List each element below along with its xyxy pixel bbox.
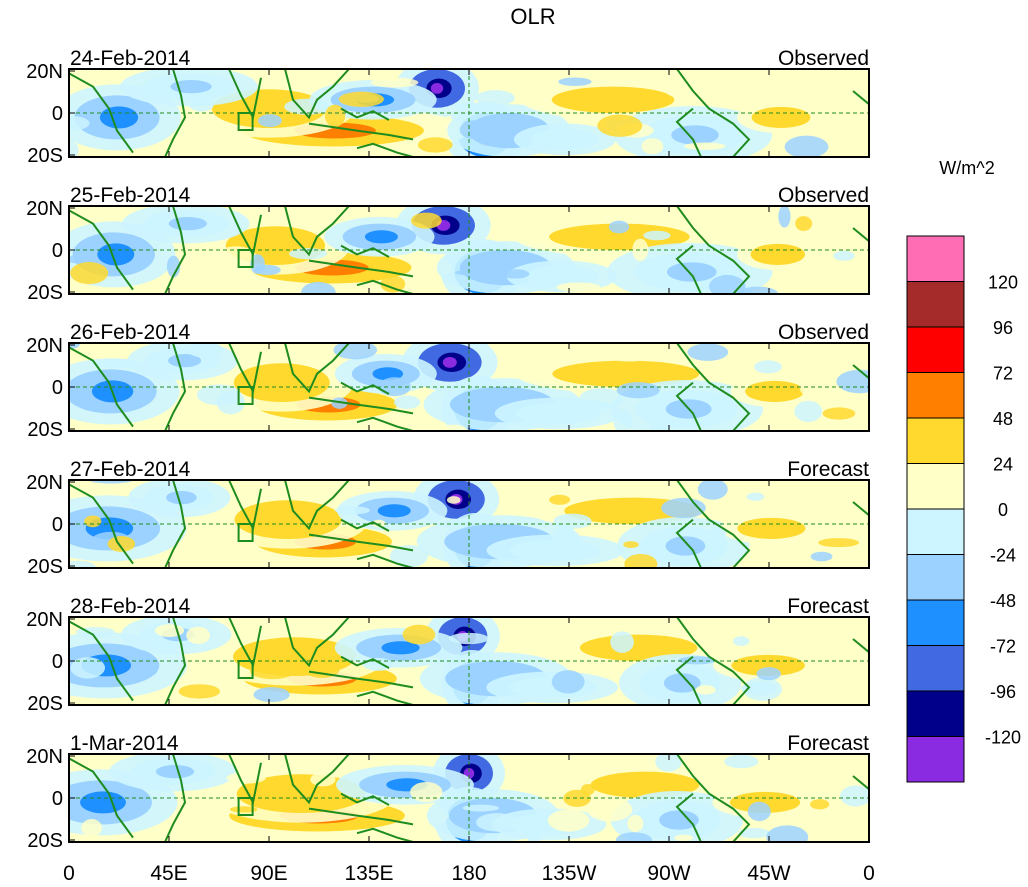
latitude-label: 20S bbox=[27, 556, 63, 578]
olr-anomaly-field bbox=[69, 480, 860, 568]
longitude-label: 45E bbox=[150, 862, 187, 885]
colorbar-swatch bbox=[906, 554, 965, 601]
colorbar-tick-label: 72 bbox=[993, 364, 1013, 384]
colorbar-swatch bbox=[906, 326, 965, 373]
longitude-label: 180 bbox=[451, 862, 486, 885]
colorbar-units-label: W/m^2 bbox=[939, 158, 994, 178]
colorbar-swatch bbox=[906, 372, 965, 419]
colorbar-swatch bbox=[906, 508, 965, 555]
panel-kind: Observed bbox=[778, 47, 869, 70]
colorbar-tick-label: -24 bbox=[990, 546, 1016, 566]
colorbar-tick-label: -72 bbox=[990, 637, 1016, 657]
longitude-label: 135E bbox=[344, 862, 393, 885]
latitude-label: 20N bbox=[26, 746, 63, 768]
map-panel: 20N 0 20S 1-Mar-2014 Forecast bbox=[26, 732, 870, 852]
map-panel: 20N 0 20S 25-Feb-2014 Observed bbox=[26, 184, 870, 304]
colorbar-tick-label: 96 bbox=[993, 318, 1013, 338]
latitude-label: 20N bbox=[26, 472, 63, 494]
latitude-label: 20S bbox=[27, 830, 63, 852]
colorbar-tick-label: -120 bbox=[985, 728, 1021, 748]
map-panel: 20N 0 20S 27-Feb-2014 Forecast bbox=[26, 458, 870, 578]
colorbar-tick-label: 0 bbox=[998, 500, 1008, 520]
colorbar-swatch bbox=[906, 417, 965, 464]
latitude-label: 0 bbox=[52, 788, 63, 810]
map-panel: 20N 0 20S 28-Feb-2014 Forecast bbox=[26, 595, 870, 715]
latitude-label: 20S bbox=[27, 145, 63, 167]
panel-date: 1-Mar-2014 bbox=[70, 732, 179, 755]
map-panel: 20N 0 20S 26-Feb-2014 Observed bbox=[26, 321, 870, 441]
colorbar-swatch bbox=[906, 690, 965, 737]
figure-title: OLR bbox=[510, 4, 555, 29]
coastlines bbox=[69, 343, 869, 431]
panel-kind: Forecast bbox=[787, 595, 869, 618]
latitude-label: 0 bbox=[52, 240, 63, 262]
panel-date: 27-Feb-2014 bbox=[70, 458, 191, 481]
olr-anomaly-field bbox=[69, 617, 824, 705]
longitude-label: 135W bbox=[542, 862, 597, 885]
colorbar-swatch bbox=[906, 599, 965, 646]
colorbar-tick-label: 24 bbox=[993, 455, 1013, 475]
longitude-label: 45W bbox=[747, 862, 790, 885]
coastlines bbox=[69, 69, 869, 157]
colorbar-tick-label: -96 bbox=[990, 682, 1016, 702]
longitude-axis: 0 45E 90E 135E 180 135W 90W 45W 0 bbox=[63, 862, 875, 885]
latitude-label: 0 bbox=[52, 651, 63, 673]
panel-date: 28-Feb-2014 bbox=[70, 595, 191, 618]
colorbar-swatch bbox=[906, 463, 965, 510]
map-panels: 20N 0 20S 24-Feb-2014 Observed 20N 0 20S 25-Feb-… bbox=[26, 47, 870, 852]
latitude-label: 0 bbox=[52, 103, 63, 125]
latitude-label: 0 bbox=[52, 377, 63, 399]
map-panel: 20N 0 20S 24-Feb-2014 Observed bbox=[26, 47, 870, 167]
colorbar-tick-label: 48 bbox=[993, 409, 1013, 429]
panel-kind: Observed bbox=[778, 184, 869, 207]
latitude-label: 20S bbox=[27, 693, 63, 715]
colorbar-swatch bbox=[906, 645, 965, 692]
colorbar-swatch bbox=[906, 281, 965, 328]
longitude-label: 90W bbox=[647, 862, 690, 885]
latitude-label: 20N bbox=[26, 609, 63, 631]
panel-kind: Forecast bbox=[787, 458, 869, 481]
colorbar-swatch bbox=[906, 235, 965, 282]
panel-date: 25-Feb-2014 bbox=[70, 184, 191, 207]
longitude-label: 0 bbox=[863, 862, 875, 885]
longitude-label: 90E bbox=[250, 862, 287, 885]
panel-date: 26-Feb-2014 bbox=[70, 321, 191, 344]
latitude-label: 0 bbox=[52, 514, 63, 536]
colorbar-tick-label: 120 bbox=[988, 273, 1018, 293]
panel-kind: Observed bbox=[778, 321, 869, 344]
panel-date: 24-Feb-2014 bbox=[70, 47, 191, 70]
panel-kind: Forecast bbox=[787, 732, 869, 755]
latitude-label: 20N bbox=[26, 61, 63, 83]
longitude-label: 0 bbox=[63, 862, 75, 885]
latitude-label: 20S bbox=[27, 419, 63, 441]
coastlines bbox=[69, 754, 869, 842]
colorbar-tick-label: -48 bbox=[990, 591, 1016, 611]
colorbar-legend: W/m^2 120 96 72 48 24 0 -24 -48 -72 -96 -120 bbox=[906, 158, 1021, 783]
latitude-label: 20S bbox=[27, 282, 63, 304]
coastlines bbox=[69, 480, 869, 568]
colorbar-swatch bbox=[906, 736, 965, 783]
latitude-label: 20N bbox=[26, 335, 63, 357]
latitude-label: 20N bbox=[26, 198, 63, 220]
